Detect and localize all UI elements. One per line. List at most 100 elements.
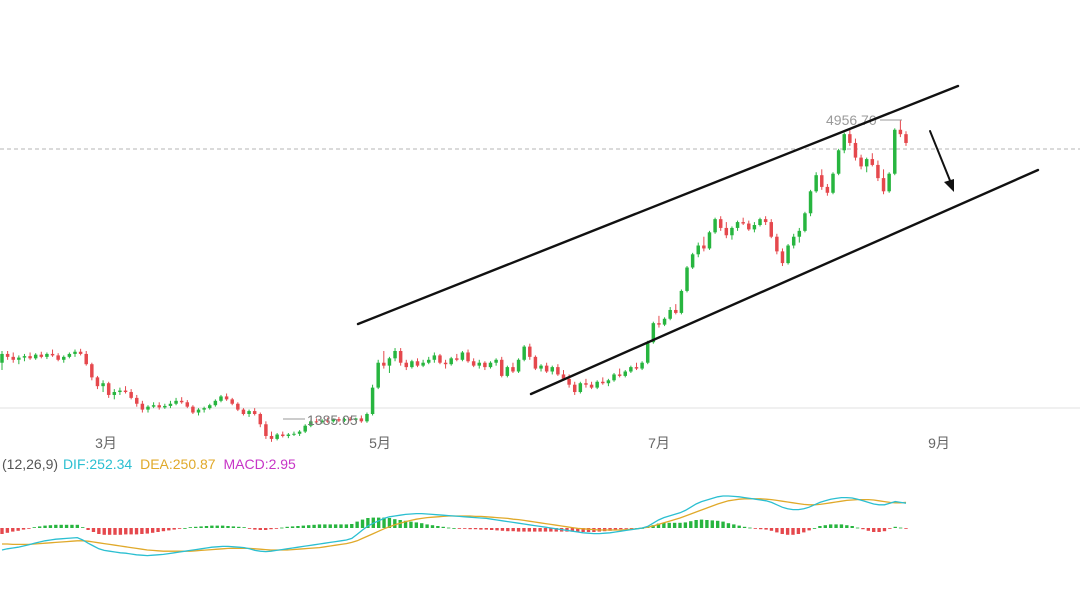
- downward-arrow-shaft: [929, 130, 952, 184]
- macd-bar: [430, 525, 435, 528]
- candle-body: [657, 323, 661, 325]
- x-tick-label: 7月: [648, 435, 670, 451]
- macd-bar: [872, 528, 876, 532]
- candle-body: [707, 232, 712, 249]
- x-tick-label: 9月: [928, 435, 950, 451]
- macd-bar: [226, 526, 230, 528]
- candle-body: [544, 365, 549, 372]
- candle-body: [230, 399, 234, 404]
- candle-body: [820, 175, 824, 187]
- macd-bar: [533, 528, 537, 532]
- candle-body: [876, 164, 880, 179]
- candle-body: [483, 362, 487, 368]
- macd-bar: [549, 528, 553, 532]
- macd-bar: [888, 528, 892, 529]
- macd-bar: [285, 526, 289, 528]
- macd-bar: [672, 522, 677, 528]
- macd-bar: [344, 524, 349, 528]
- candle-body: [466, 352, 470, 362]
- candle-body: [208, 405, 212, 409]
- candle-body: [848, 134, 852, 143]
- candle-body: [522, 346, 526, 360]
- candle-body: [84, 353, 88, 365]
- macd-bar: [855, 527, 860, 529]
- macd-bar: [188, 527, 193, 528]
- macd-bar: [5, 528, 10, 533]
- macd-bar: [339, 524, 343, 528]
- candle-body: [864, 159, 869, 167]
- candle-body: [808, 191, 813, 214]
- macd-bar: [97, 528, 101, 534]
- macd-bar: [753, 528, 758, 529]
- macd-bar: [861, 528, 865, 530]
- candle-body: [337, 419, 341, 421]
- candle-body: [718, 219, 723, 228]
- macd-bar: [333, 524, 338, 528]
- candle-body: [163, 405, 167, 408]
- macd-bar: [807, 528, 811, 531]
- candle-body: [426, 359, 431, 363]
- candle-body: [662, 318, 667, 325]
- candle-body: [780, 251, 785, 264]
- candle-body: [370, 387, 375, 414]
- macd-bar: [699, 519, 704, 528]
- macd-bar: [791, 528, 795, 535]
- candle-body: [22, 356, 27, 358]
- macd-bar: [323, 524, 327, 528]
- macd-bar: [253, 528, 257, 530]
- macd-bar: [683, 522, 688, 528]
- candle-body: [702, 245, 706, 249]
- candle-body: [836, 150, 841, 174]
- candle-body: [449, 358, 453, 365]
- candle-body: [814, 175, 818, 192]
- candle-body: [101, 383, 105, 387]
- macd-bar: [27, 528, 31, 529]
- candle-body: [33, 354, 38, 359]
- dif-value: DIF:252.34: [62, 456, 133, 472]
- macd-bar: [156, 528, 160, 532]
- candle-body: [505, 367, 510, 376]
- candle-body: [213, 400, 218, 406]
- candle-body: [623, 371, 627, 376]
- macd-bar: [543, 528, 548, 532]
- macd-bar: [877, 528, 881, 532]
- macd-bar: [511, 528, 515, 532]
- candle-body: [398, 351, 403, 363]
- candle-body: [269, 435, 274, 439]
- macd-bar: [355, 521, 359, 528]
- macd-bar: [21, 528, 26, 530]
- macd-bar: [812, 528, 817, 529]
- candle-body: [78, 351, 83, 354]
- macd-bar: [479, 528, 483, 530]
- candle-body: [556, 367, 560, 375]
- macd-bar: [678, 522, 682, 528]
- candle-body: [168, 403, 173, 406]
- candle-body: [685, 267, 689, 291]
- macd-bar: [581, 528, 585, 532]
- macd-bar: [516, 528, 521, 532]
- macd-bar: [54, 524, 58, 528]
- macd-bar: [16, 528, 20, 531]
- candle-body: [825, 186, 830, 193]
- macd-bar: [32, 527, 36, 528]
- candle-body: [174, 400, 178, 404]
- candle-body: [612, 374, 616, 381]
- candle-body: [382, 362, 386, 366]
- macd-bar: [124, 528, 128, 535]
- candle-body: [196, 409, 201, 413]
- candle-body: [404, 362, 409, 368]
- candle-body: [73, 351, 77, 354]
- candle-body: [601, 381, 605, 384]
- macd-bar: [441, 526, 445, 528]
- candle-body: [853, 142, 858, 158]
- macd-bar: [242, 527, 246, 528]
- macd-bar: [409, 521, 413, 528]
- candle-body: [741, 222, 745, 224]
- macd-bar: [134, 528, 139, 535]
- macd-bar: [500, 528, 505, 531]
- macd-params: (12,26,9): [2, 456, 59, 472]
- low-price-label: 1385.05: [307, 412, 358, 428]
- macd-bar: [710, 520, 714, 528]
- macd-bar: [360, 519, 365, 528]
